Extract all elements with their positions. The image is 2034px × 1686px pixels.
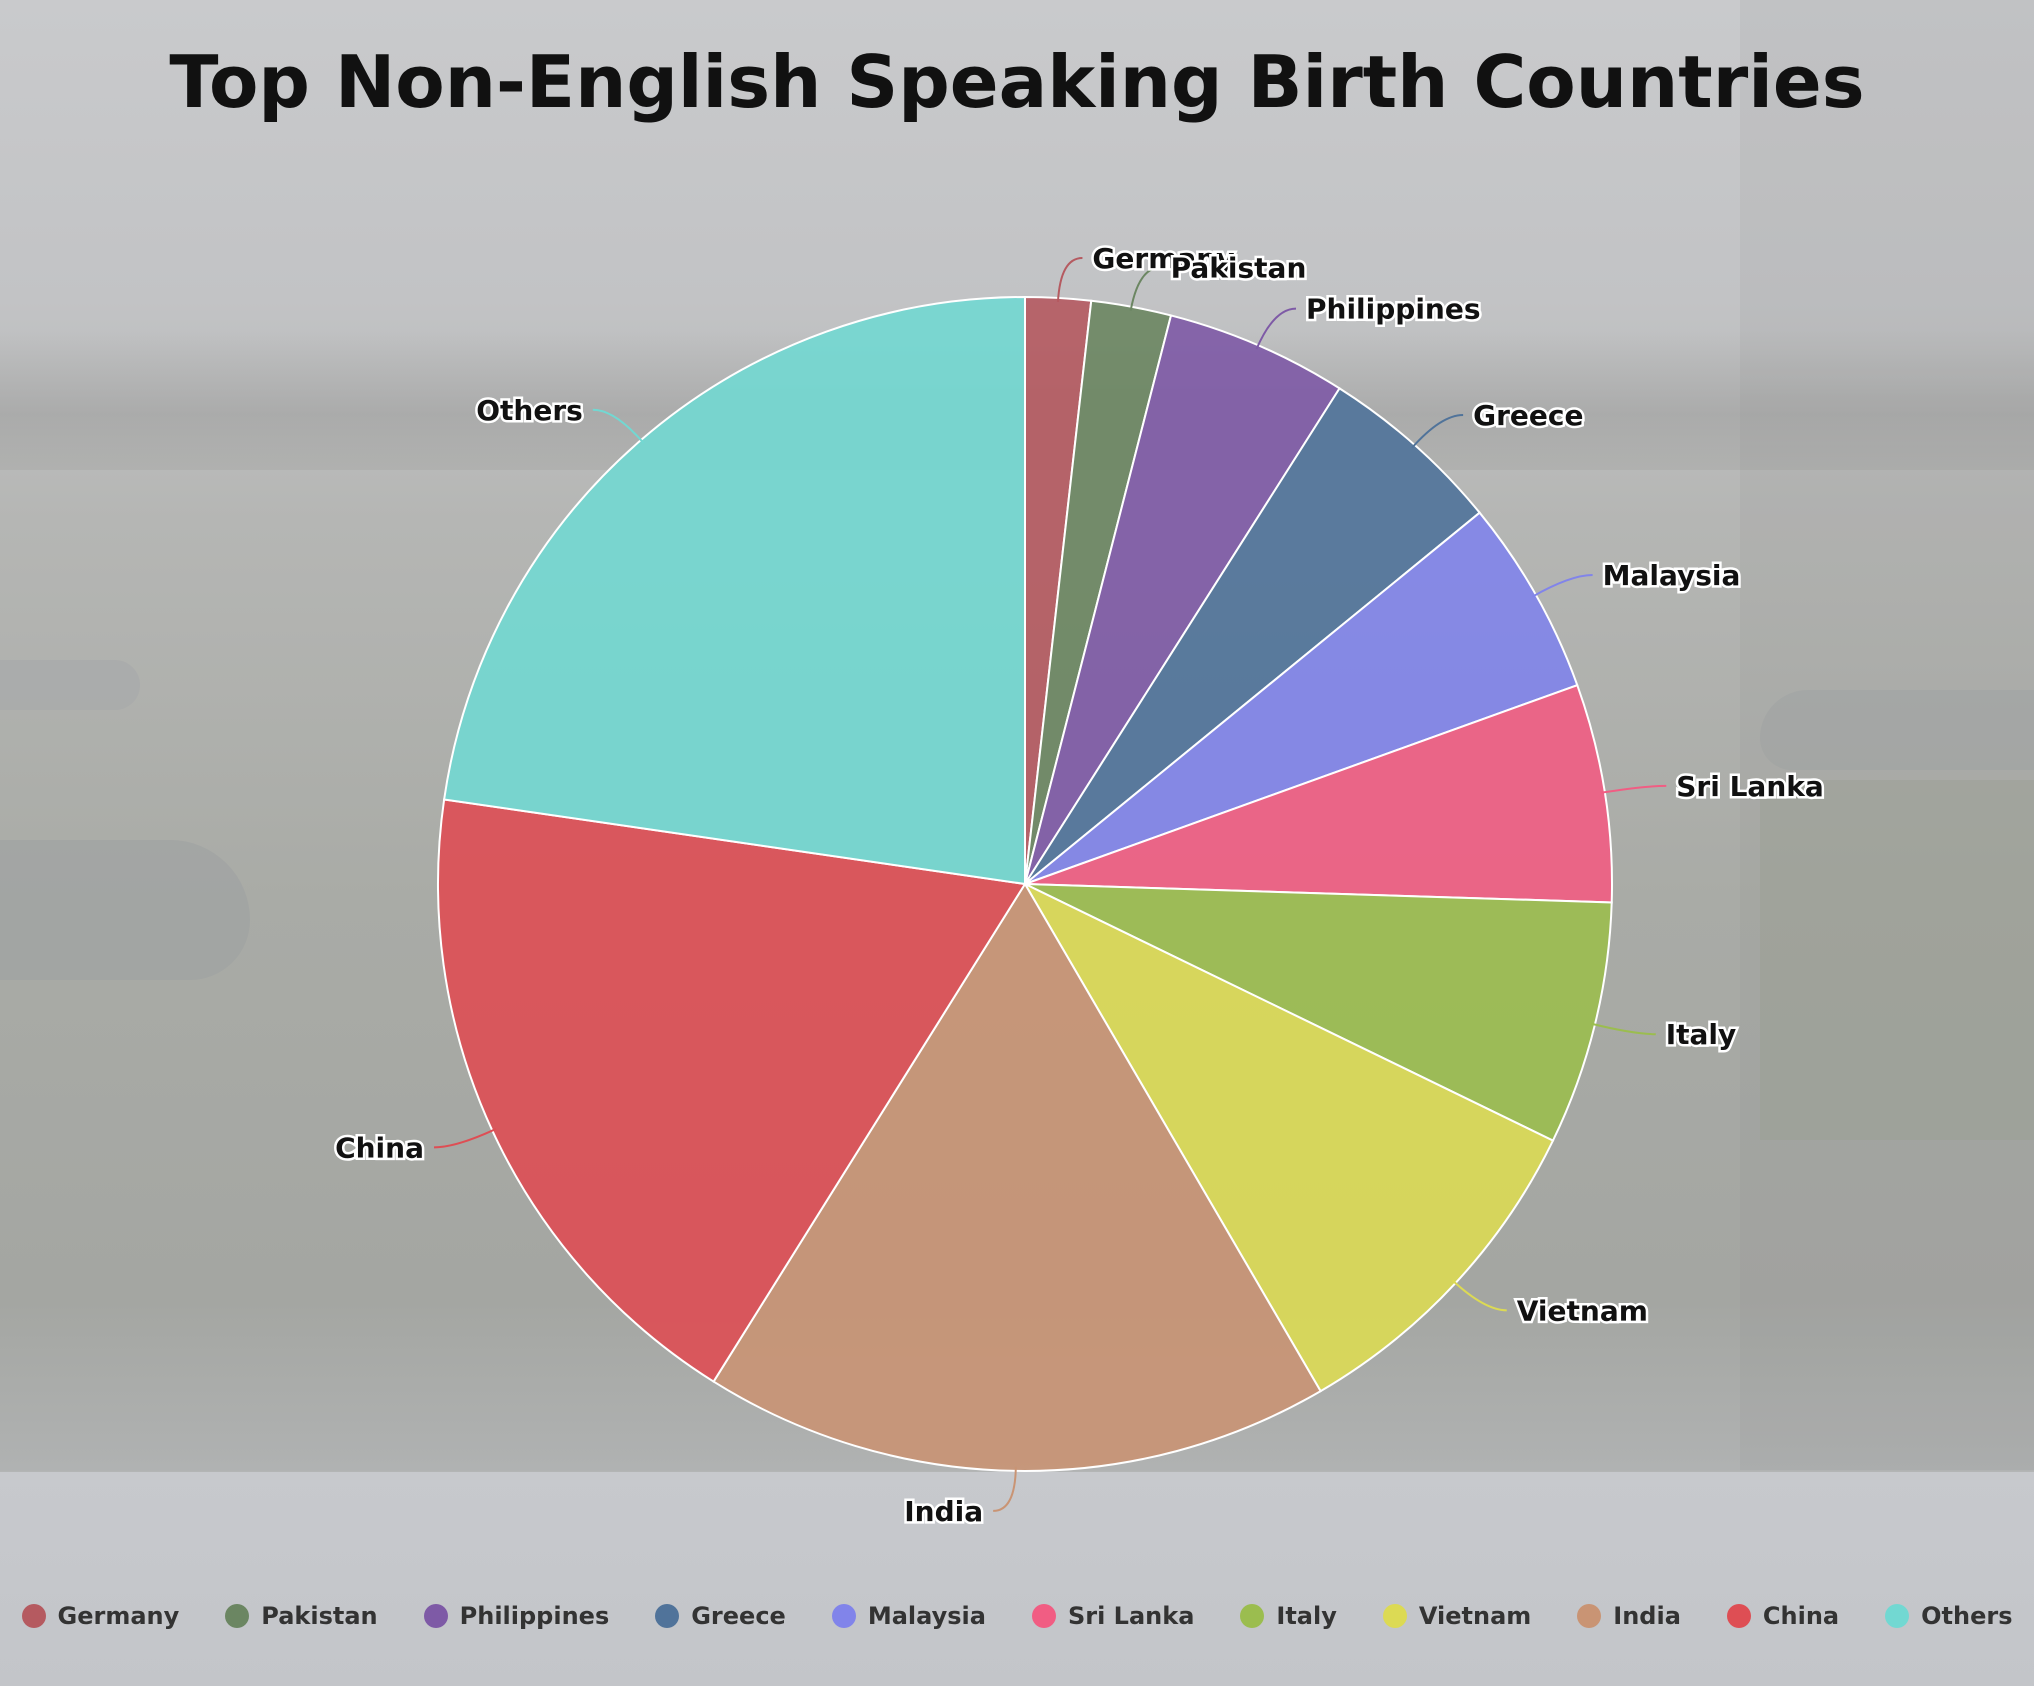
legend-label: Germany	[57, 1602, 180, 1630]
data-label-pakistan: Pakistan	[1171, 251, 1307, 284]
leader-line-others	[592, 408, 645, 444]
legend-label: Italy	[1276, 1602, 1337, 1630]
data-label-greece: Greece	[1473, 399, 1583, 432]
legend-marker	[1726, 1604, 1751, 1628]
legend-marker	[655, 1604, 680, 1628]
data-label-philippines: Philippines	[1306, 293, 1481, 326]
legend-item-italy[interactable]: Italy	[1240, 1602, 1337, 1630]
legend-marker	[1382, 1604, 1407, 1628]
legend-marker	[1240, 1604, 1265, 1628]
legend-item-others[interactable]: Others	[1885, 1602, 2012, 1630]
data-label-italy: Italy	[1666, 1018, 1737, 1051]
leader-line-vietnam	[1451, 1279, 1507, 1312]
legend-band	[0, 1472, 2034, 1686]
leader-line-pakistan	[1129, 266, 1161, 311]
legend: Germany Pakistan Philippines Greece Malaysia…	[0, 1596, 2034, 1636]
legend-marker	[831, 1604, 856, 1628]
data-label-india: India	[904, 1495, 983, 1528]
legend-marker	[1885, 1604, 1910, 1628]
legend-item-sri-lanka[interactable]: Sri Lanka	[1031, 1602, 1195, 1630]
legend-item-malaysia[interactable]: Malaysia	[831, 1602, 986, 1630]
legend-item-philippines[interactable]: Philippines	[423, 1602, 610, 1630]
legend-label: Malaysia	[867, 1602, 986, 1630]
background-lake	[0, 660, 140, 710]
leader-line-india	[993, 1466, 1017, 1512]
legend-label: China	[1762, 1602, 1840, 1630]
legend-marker	[1031, 1604, 1056, 1628]
legend-item-vietnam[interactable]: Vietnam	[1382, 1602, 1532, 1630]
leader-line-germany	[1056, 257, 1083, 302]
background-park	[1760, 780, 2034, 1140]
legend-marker	[21, 1604, 46, 1628]
background-lake	[1760, 690, 2034, 770]
background-lake	[0, 840, 250, 980]
leader-line-china	[434, 1128, 497, 1149]
legend-label: Pakistan	[261, 1602, 378, 1630]
legend-label: Greece	[691, 1602, 786, 1630]
legend-marker	[225, 1604, 250, 1628]
legend-item-greece[interactable]: Greece	[655, 1602, 786, 1630]
data-label-china: China	[335, 1131, 424, 1164]
pie-slices	[437, 295, 1613, 1472]
legend-item-china[interactable]: China	[1726, 1602, 1840, 1630]
leader-line-greece	[1411, 413, 1464, 449]
legend-label: Vietnam	[1418, 1602, 1532, 1630]
leader-line-malaysia	[1531, 574, 1593, 598]
legend-item-india[interactable]: India	[1577, 1602, 1681, 1630]
background-panel	[1740, 0, 2034, 1470]
legend-marker	[423, 1604, 448, 1628]
leader-line-italy	[1590, 1022, 1656, 1036]
legend-marker	[1577, 1604, 1602, 1628]
pie-slice-others[interactable]	[442, 295, 1026, 886]
data-label-vietnam: Vietnam	[1517, 1294, 1648, 1327]
legend-item-germany[interactable]: Germany	[21, 1602, 180, 1630]
leader-lines	[434, 257, 1667, 1512]
legend-label: Others	[1921, 1602, 2013, 1630]
data-label-others: Others	[476, 394, 583, 427]
legend-item-pakistan[interactable]: Pakistan	[225, 1602, 378, 1630]
chart-title: Top Non-English Speaking Birth Countries	[169, 40, 1865, 124]
data-label-germany: Germany	[1092, 242, 1234, 275]
data-label-sri-lanka: Sri Lanka	[1676, 770, 1824, 803]
legend-label: India	[1613, 1602, 1681, 1630]
leader-line-philippines	[1255, 307, 1297, 350]
legend-label: Sri Lanka	[1067, 1602, 1195, 1630]
data-label-malaysia: Malaysia	[1603, 559, 1741, 592]
legend-label: Philippines	[459, 1602, 610, 1630]
leader-line-sri-lanka	[1600, 784, 1667, 794]
